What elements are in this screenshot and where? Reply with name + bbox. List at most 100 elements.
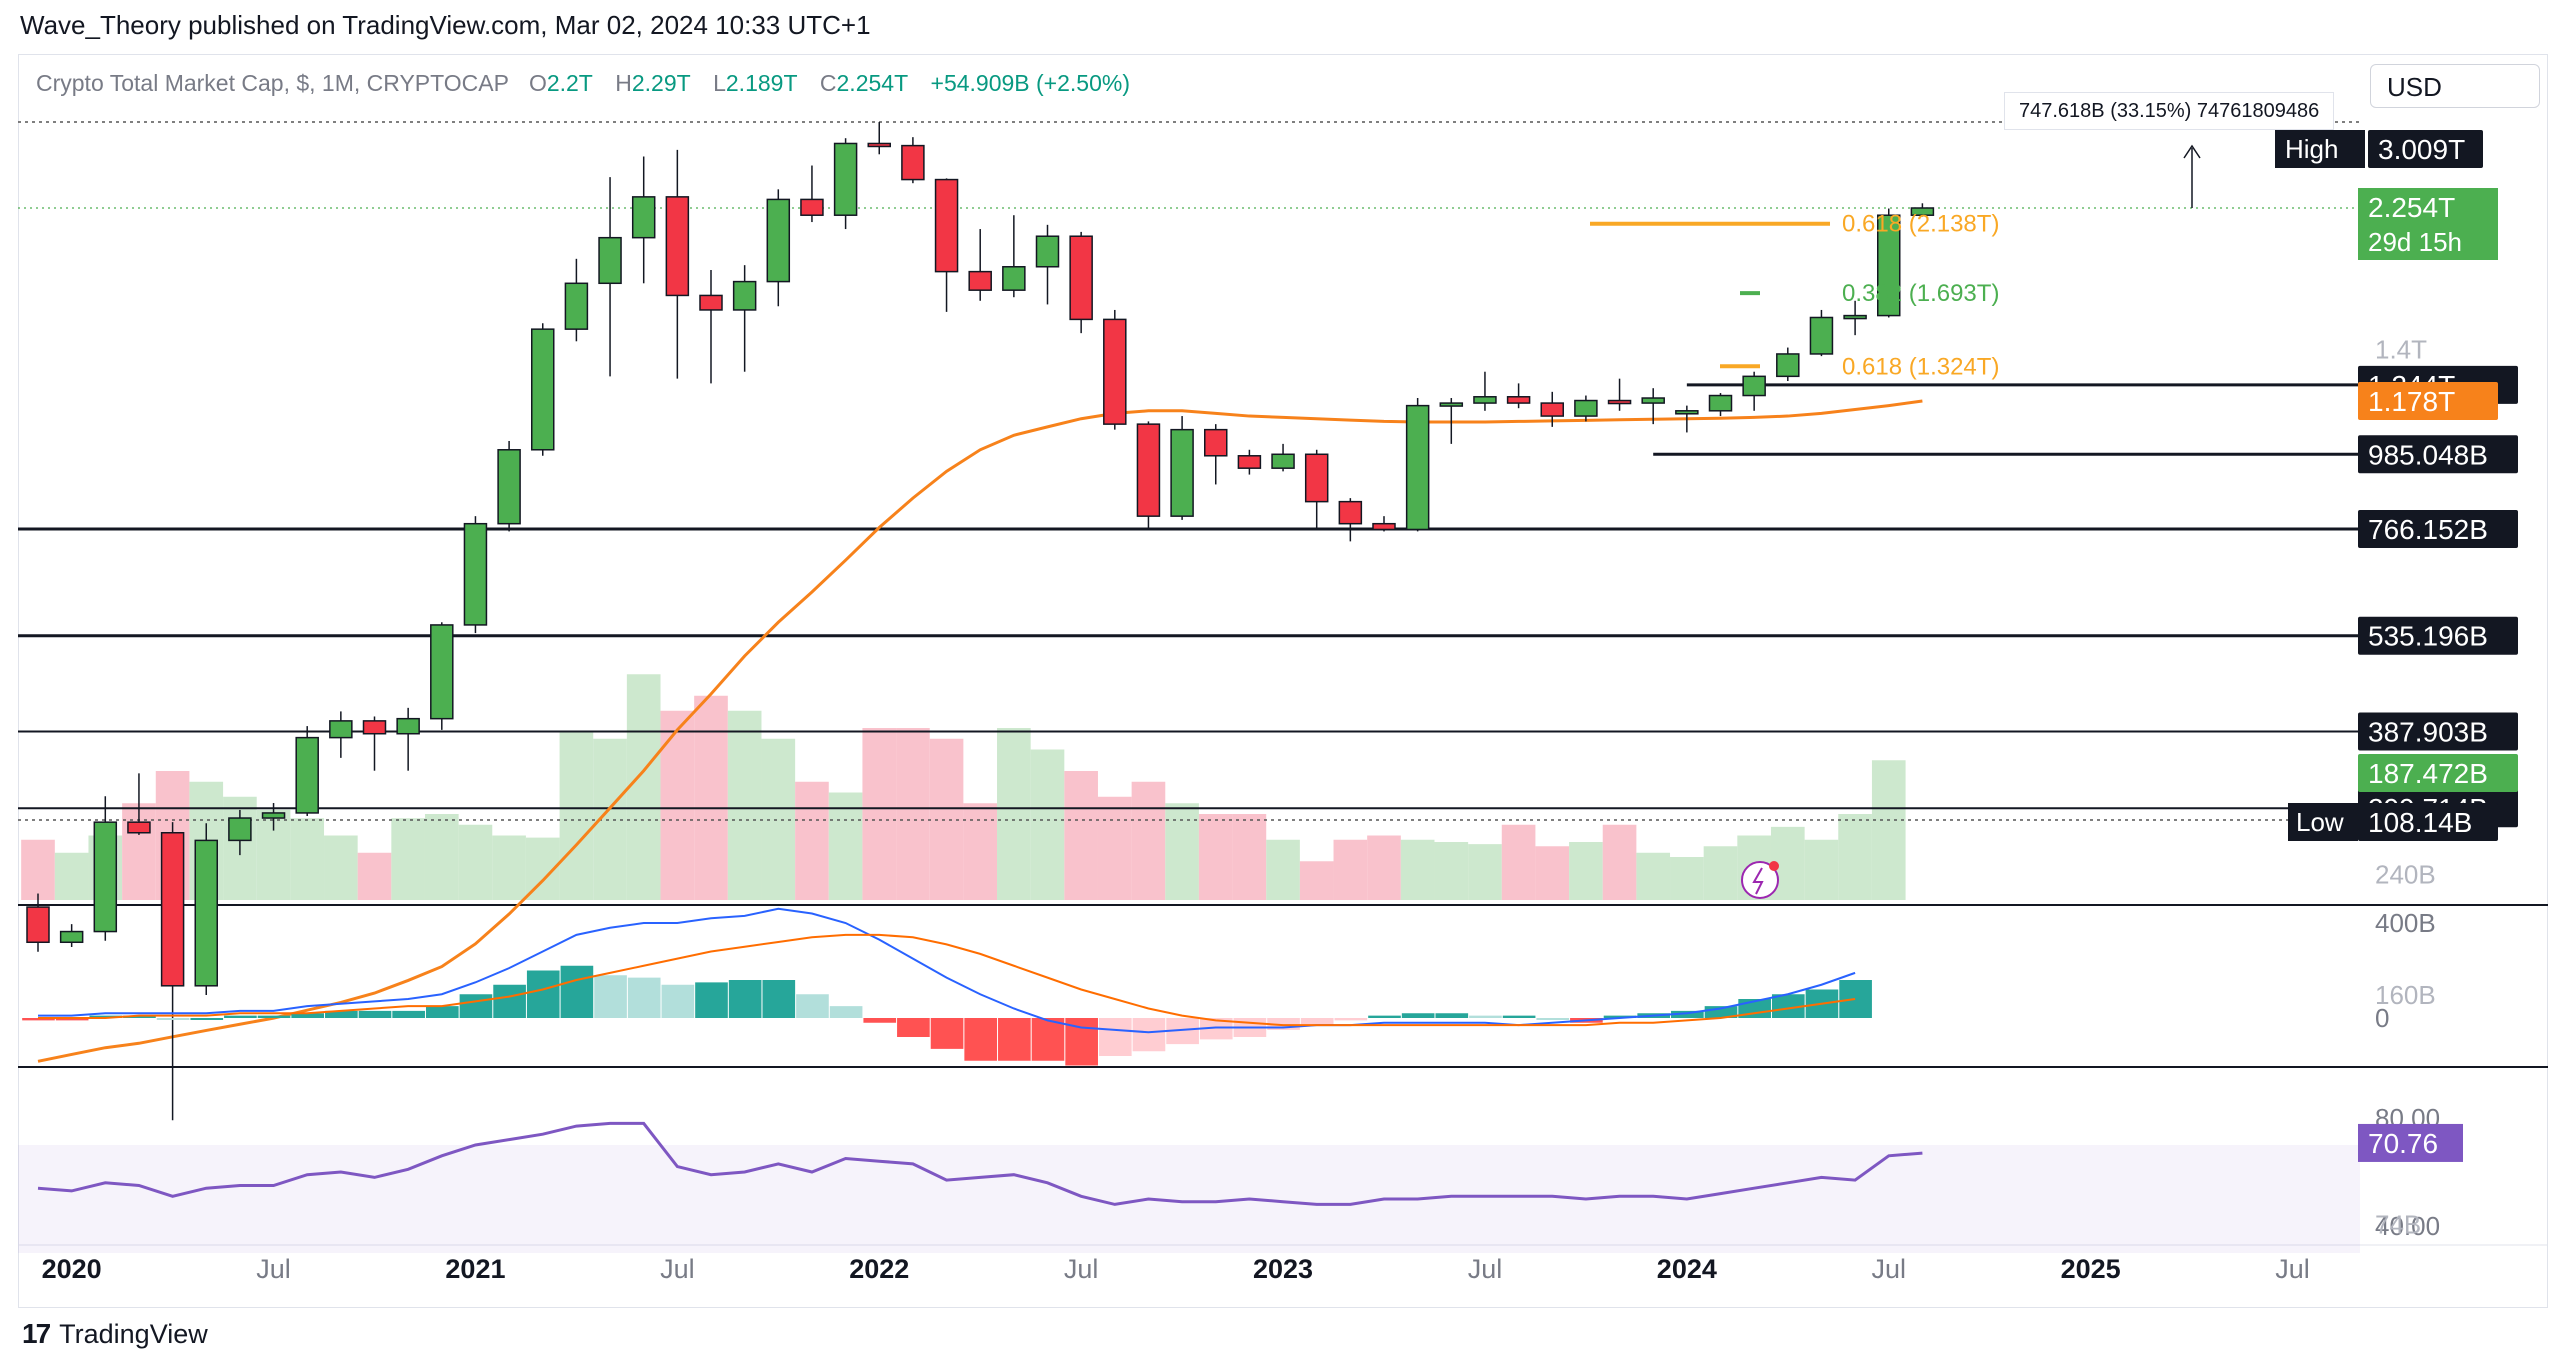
volume-bar: [593, 738, 627, 900]
macd-histogram-bar: [1267, 1018, 1300, 1030]
candle-body: [800, 198, 824, 216]
level-tag-bg: [2358, 435, 2518, 474]
volume-bar: [1333, 839, 1368, 900]
volume-bar: [1770, 826, 1805, 900]
macd-axis-label: 400B: [2375, 908, 2436, 938]
low-label: L: [713, 70, 726, 96]
macd-histogram-bar: [325, 1010, 358, 1018]
chart-frame[interactable]: [18, 54, 2548, 1308]
macd-histogram-bar: [829, 1006, 863, 1018]
time-axis-label: 2021: [445, 1254, 505, 1284]
volume-bar: [256, 809, 291, 900]
volume-bar: [1468, 844, 1502, 900]
low-tag-bg: [2288, 803, 2358, 841]
volume-bar: [1602, 824, 1637, 900]
macd-histogram-bar: [224, 1015, 257, 1018]
level-tag: 387.903B: [2368, 716, 2488, 747]
level-tag-bg: [2358, 616, 2518, 655]
last-price-tag-bg: [2358, 188, 2498, 260]
volume-bar: [1097, 796, 1132, 900]
footer-brand[interactable]: 17 TradingView: [22, 1318, 208, 1350]
bolt-glyph: [1752, 867, 1764, 895]
open-value: 2.2T: [546, 70, 593, 96]
macd-histogram-bar: [1839, 980, 1872, 1018]
candle-body: [833, 142, 858, 216]
candle-body: [1574, 399, 1598, 417]
time-axis-label: Jul: [1468, 1254, 1503, 1284]
volume-bar: [963, 803, 998, 900]
volume-bar: [391, 818, 425, 900]
macd-histogram-bar: [123, 1015, 156, 1018]
macd-histogram-bar: [89, 1015, 123, 1018]
rsi-value-tag: 70.76: [2368, 1128, 2438, 1159]
countdown-tag: 29d 15h: [2368, 227, 2462, 257]
volume-value-tag: 187.472B: [2368, 758, 2488, 789]
macd-histogram-bar: [1671, 1010, 1704, 1018]
high-value-tag-bg: [2368, 130, 2483, 168]
volume-bar: [324, 835, 358, 900]
macd-histogram-bar: [358, 1010, 392, 1018]
candle-body: [766, 198, 791, 283]
volume-bar: [1165, 803, 1199, 900]
volume-bar: [727, 710, 762, 900]
volume-bar: [1670, 857, 1704, 900]
macd-histogram-bar: [964, 1018, 998, 1061]
candle-body: [1103, 318, 1127, 425]
candle-body: [1069, 235, 1093, 321]
macd-histogram-bar: [1300, 1018, 1334, 1026]
price-axis-label: 74B: [2375, 1209, 2421, 1239]
time-axis-label: 2025: [2061, 1254, 2121, 1284]
time-axis-label: 2020: [42, 1254, 102, 1284]
candle-body: [1708, 394, 1733, 412]
macd-histogram-bar: [1368, 1015, 1401, 1018]
time-axis-label: Jul: [660, 1254, 695, 1284]
time-axis-label: Jul: [256, 1254, 291, 1284]
time-axis-label: 2022: [849, 1254, 909, 1284]
high-tag-label: High: [2285, 134, 2338, 164]
macd-histogram-bar: [560, 965, 594, 1018]
volume-bar: [862, 728, 897, 900]
volume-bar: [1064, 771, 1098, 900]
close-label: C: [819, 70, 837, 96]
time-axis-layer: 2020 Jul 2021 Jul 2022 Jul 2023 Jul 2024 Jul 2025 J…: [42, 1254, 2310, 1284]
symbol-info: Crypto Total Market Cap, $, 1M, CRYPTOCA…: [36, 70, 1130, 97]
macd-layer: 400B 0: [22, 907, 2436, 1066]
high-value-tag: 3.009T: [2378, 134, 2465, 165]
level-tag-bg: [2358, 510, 2518, 549]
fib-level-label: 0.618 (2.138T): [1842, 211, 1999, 238]
fib-level-label: 0.618 (1.324T): [1842, 353, 1999, 380]
level-tag: 535.196B: [2368, 621, 2488, 652]
volume-bar: [1569, 841, 1603, 900]
volume-bar: [1198, 814, 1233, 900]
level-tag: 985.048B: [2368, 439, 2488, 470]
volume-bar: [492, 835, 526, 900]
candle-body: [1136, 423, 1161, 517]
volume-bar: [559, 732, 594, 900]
fib-level-label: 0.382 (1.693T): [1842, 280, 1999, 307]
macd-histogram-bar: [1098, 1018, 1132, 1056]
candle-body: [362, 720, 387, 735]
low-tag-label: Low: [2296, 807, 2344, 837]
macd-histogram-bar: [1132, 1018, 1166, 1052]
candle-body: [1439, 402, 1464, 407]
candle-body: [1877, 214, 1901, 317]
currency-select[interactable]: USD: [2370, 64, 2540, 108]
brand-name: TradingView: [59, 1318, 208, 1349]
candle-body: [160, 832, 185, 987]
signal-line: [38, 933, 1856, 1027]
candle-body: [968, 270, 992, 291]
candle-body: [631, 196, 656, 239]
volume-bar: [997, 728, 1031, 900]
candle-body: [867, 142, 891, 148]
candle-body: [93, 821, 118, 933]
candle-body: [1809, 316, 1834, 355]
volume-bar: [1804, 839, 1839, 900]
alert-dot: [1769, 861, 1779, 871]
volume-bar: [1501, 824, 1536, 900]
ma-value-tag: 1.178T: [2368, 386, 2455, 417]
alert-bolt-icon: [1741, 861, 1779, 899]
open-label: O: [528, 70, 547, 96]
